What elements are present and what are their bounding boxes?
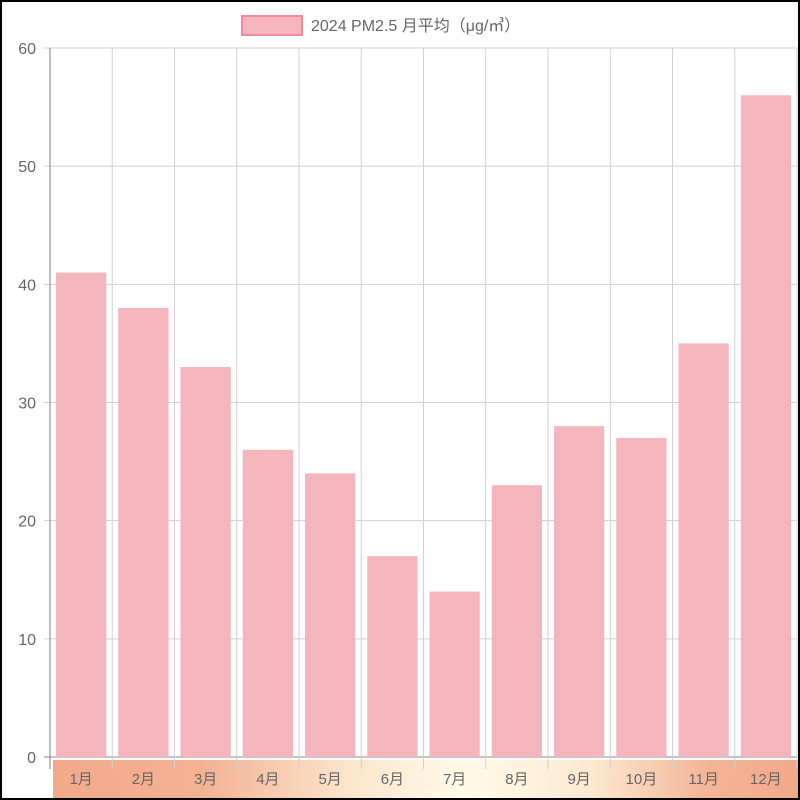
y-tick-label: 40 <box>18 277 36 294</box>
bar-4月 <box>242 449 293 757</box>
bar-8月 <box>491 485 542 757</box>
y-tick-label: 10 <box>18 632 36 649</box>
x-tick-label: 7月 <box>443 771 466 788</box>
x-tick-label: 12月 <box>750 771 782 788</box>
x-tick-label: 4月 <box>256 771 279 788</box>
x-tick-label: 3月 <box>194 771 217 788</box>
legend-swatch <box>241 15 303 36</box>
bar-7月 <box>429 591 480 757</box>
bar-1月 <box>56 272 107 757</box>
y-tick-label: 50 <box>18 159 36 176</box>
y-tick-label: 60 <box>18 41 36 58</box>
x-tick-label: 1月 <box>69 771 92 788</box>
legend-label: 2024 PM2.5 月平均（μg/㎥） <box>311 17 520 35</box>
bar-12月 <box>740 95 791 758</box>
x-tick-label: 9月 <box>567 771 590 788</box>
bar-3月 <box>180 367 231 757</box>
x-tick-label: 11月 <box>688 771 719 788</box>
bar-6月 <box>367 556 418 757</box>
x-axis-gradient-band <box>53 760 798 798</box>
bar-10月 <box>616 437 667 757</box>
x-tick-label: 2月 <box>132 771 155 788</box>
x-tick-label: 6月 <box>381 771 404 788</box>
y-tick-label: 30 <box>18 396 36 413</box>
y-tick-label: 20 <box>18 514 36 531</box>
x-tick-label: 5月 <box>318 771 341 788</box>
bar-9月 <box>554 426 605 757</box>
x-tick-label: 10月 <box>626 771 658 788</box>
x-tick-label: 8月 <box>505 771 528 788</box>
bar-5月 <box>305 473 356 757</box>
bar-2月 <box>118 307 169 757</box>
bar-11月 <box>678 343 729 757</box>
y-tick-label: 0 <box>27 750 36 767</box>
